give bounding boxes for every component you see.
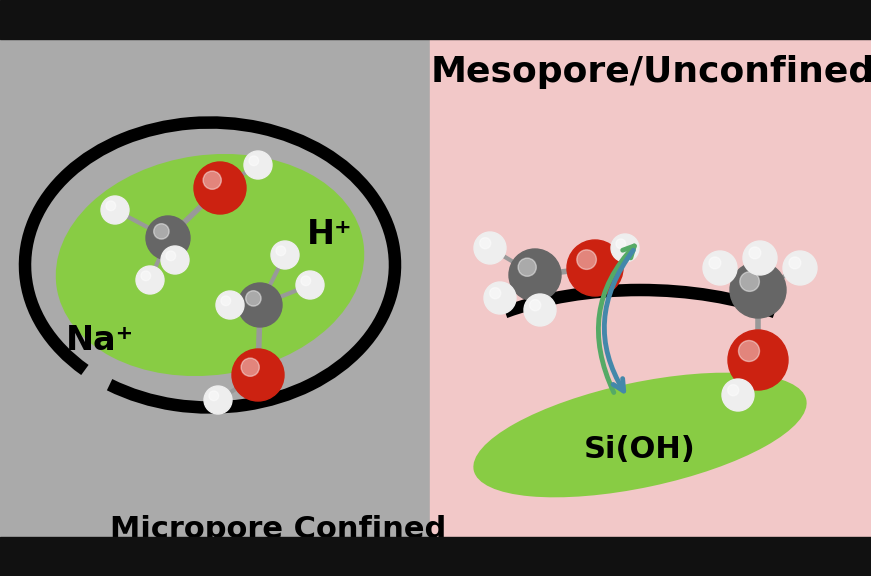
Circle shape xyxy=(249,156,259,166)
Circle shape xyxy=(727,385,739,396)
Circle shape xyxy=(141,271,151,281)
Circle shape xyxy=(106,201,116,211)
Circle shape xyxy=(161,246,189,274)
Circle shape xyxy=(709,257,721,269)
Circle shape xyxy=(743,241,777,275)
Ellipse shape xyxy=(473,373,807,497)
Circle shape xyxy=(722,379,754,411)
Circle shape xyxy=(789,257,800,269)
Circle shape xyxy=(480,237,490,249)
Circle shape xyxy=(739,340,760,362)
Circle shape xyxy=(276,246,286,256)
Bar xyxy=(0,39,430,537)
Circle shape xyxy=(567,240,623,296)
Circle shape xyxy=(146,216,190,260)
Circle shape xyxy=(246,291,261,306)
Circle shape xyxy=(530,300,541,311)
Circle shape xyxy=(296,271,324,299)
Circle shape xyxy=(611,234,639,262)
Circle shape xyxy=(739,272,760,291)
Circle shape xyxy=(136,266,164,294)
Circle shape xyxy=(577,250,597,270)
Circle shape xyxy=(730,262,786,318)
Bar xyxy=(0,537,871,576)
Circle shape xyxy=(703,251,737,285)
Circle shape xyxy=(221,296,231,306)
Circle shape xyxy=(749,247,761,259)
Circle shape xyxy=(484,282,516,314)
Text: Mesopore/Unconfined: Mesopore/Unconfined xyxy=(431,55,871,89)
Circle shape xyxy=(271,241,299,269)
Circle shape xyxy=(209,391,219,401)
Circle shape xyxy=(728,330,788,390)
Circle shape xyxy=(783,251,817,285)
Circle shape xyxy=(203,171,221,190)
Bar xyxy=(0,0,871,39)
Text: Na⁺: Na⁺ xyxy=(66,324,134,357)
Circle shape xyxy=(524,294,556,326)
Circle shape xyxy=(616,239,625,249)
Circle shape xyxy=(490,287,501,299)
Ellipse shape xyxy=(56,154,364,376)
Circle shape xyxy=(474,232,506,264)
Circle shape xyxy=(153,223,169,239)
Circle shape xyxy=(244,151,272,179)
Circle shape xyxy=(165,251,176,261)
Circle shape xyxy=(204,386,232,414)
Bar xyxy=(430,39,871,537)
Text: Micropore Confined: Micropore Confined xyxy=(110,516,446,544)
Circle shape xyxy=(300,276,311,286)
Circle shape xyxy=(216,291,244,319)
Circle shape xyxy=(509,249,561,301)
Circle shape xyxy=(101,196,129,224)
Circle shape xyxy=(232,349,284,401)
Circle shape xyxy=(518,258,537,276)
Circle shape xyxy=(241,358,260,376)
Circle shape xyxy=(194,162,246,214)
Text: Si(OH): Si(OH) xyxy=(584,435,696,464)
Circle shape xyxy=(238,283,282,327)
Text: H⁺: H⁺ xyxy=(307,218,353,252)
